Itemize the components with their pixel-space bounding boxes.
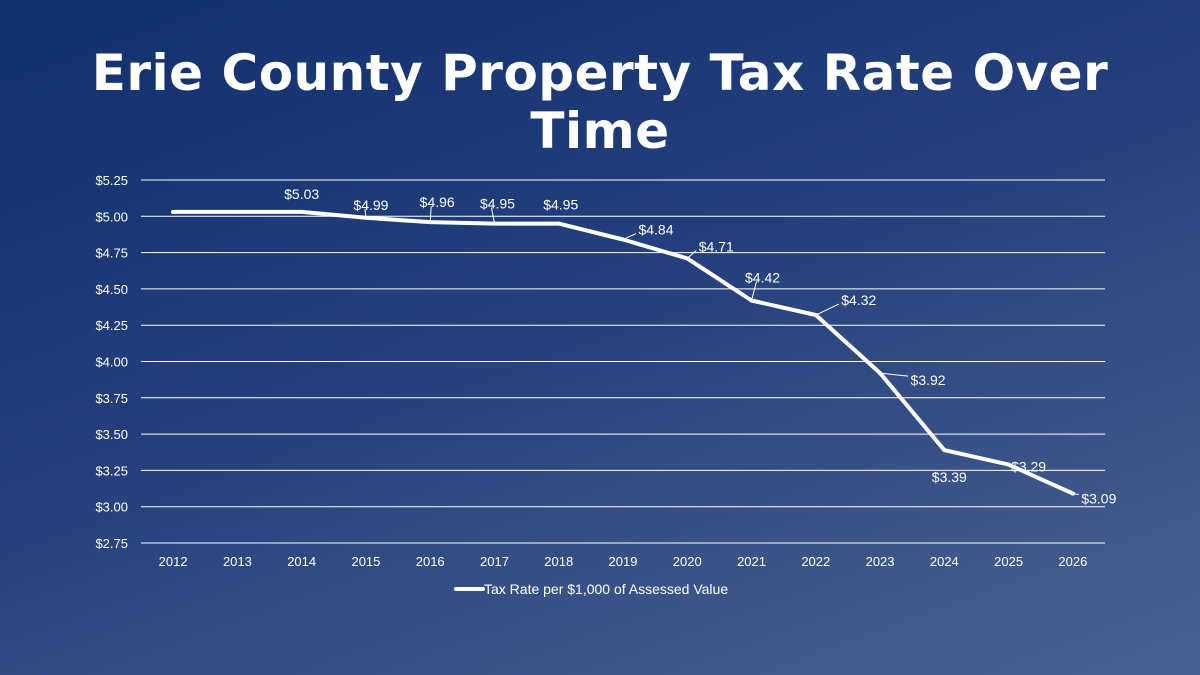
data-label-leader: [429, 206, 432, 223]
y-tick-label: $5.00: [95, 209, 128, 224]
data-label: $4.84: [638, 222, 673, 238]
x-tick-label: 2012: [159, 554, 188, 569]
data-label-leader: [751, 281, 758, 301]
x-tick-label: 2024: [930, 554, 959, 569]
x-tick-label: 2019: [609, 554, 638, 569]
y-tick-label: $5.25: [95, 173, 128, 188]
data-label: $3.29: [1011, 459, 1046, 475]
data-point: [171, 209, 176, 214]
data-point: [942, 448, 947, 453]
y-tick-label: $3.75: [95, 391, 128, 406]
y-tick-label: $4.00: [95, 355, 128, 370]
y-tick-label: $3.00: [95, 500, 128, 515]
x-axis-tick-labels: 2012 2013 2014 2015 2016 2017 2018 2019 2020 2021…: [159, 554, 1088, 569]
data-label-leader: [490, 207, 495, 224]
x-tick-label: 2018: [544, 554, 573, 569]
y-tick-label: $2.75: [95, 536, 128, 551]
data-labels: $5.03 $4.99 $4.96 $4.95 $4.95 $4.84 $4.71 $4.42…: [284, 186, 1116, 507]
data-label-leader: [815, 303, 840, 316]
x-tick-label: 2017: [480, 554, 509, 569]
data-label: $4.95: [480, 196, 515, 212]
x-tick-label: 2022: [801, 554, 830, 569]
x-tick-label: 2016: [416, 554, 445, 569]
y-axis-tick-labels: $2.75 $3.00 $3.25 $3.50 $3.75 $4.00 $4.25 $4.50…: [95, 173, 128, 551]
data-label: $3.39: [932, 469, 967, 485]
data-label: $4.71: [699, 238, 734, 254]
x-tick-label: 2020: [673, 554, 702, 569]
data-label: $3.09: [1081, 491, 1116, 507]
data-label: $4.32: [841, 292, 876, 308]
data-label: $3.92: [911, 372, 946, 388]
legend: Tax Rate per $1,000 of Assessed Value: [454, 581, 728, 597]
legend-label: Tax Rate per $1,000 of Assessed Value: [484, 581, 728, 597]
x-tick-label: 2015: [351, 554, 380, 569]
x-tick-label: 2026: [1058, 554, 1087, 569]
data-label-leader: [364, 208, 367, 218]
data-label: $4.95: [543, 197, 578, 213]
data-label-leader: [1072, 493, 1079, 496]
x-tick-label: 2025: [994, 554, 1023, 569]
data-point: [235, 209, 240, 214]
data-label: $4.42: [745, 270, 780, 286]
x-tick-label: 2014: [287, 554, 316, 569]
data-label: $5.03: [284, 186, 319, 202]
slide-title: Erie County Property Tax Rate Over Time: [91, 44, 1109, 160]
y-tick-label: $4.75: [95, 246, 128, 261]
data-label-leader: [880, 372, 909, 377]
data-point: [556, 221, 561, 226]
data-label: $4.99: [353, 197, 388, 213]
y-tick-label: $3.25: [95, 463, 128, 478]
x-tick-label: 2013: [223, 554, 252, 569]
x-tick-label: 2023: [866, 554, 895, 569]
y-tick-label: $3.50: [95, 427, 128, 442]
data-point: [299, 209, 304, 214]
data-label: $4.96: [420, 194, 455, 210]
x-tick-label: 2021: [737, 554, 766, 569]
series-line: [171, 209, 1075, 496]
y-tick-label: $4.25: [95, 318, 128, 333]
data-label-leader: [686, 250, 697, 259]
gridlines: [141, 179, 1105, 544]
y-tick-label: $4.50: [95, 282, 128, 297]
data-label-leader: [622, 233, 637, 240]
